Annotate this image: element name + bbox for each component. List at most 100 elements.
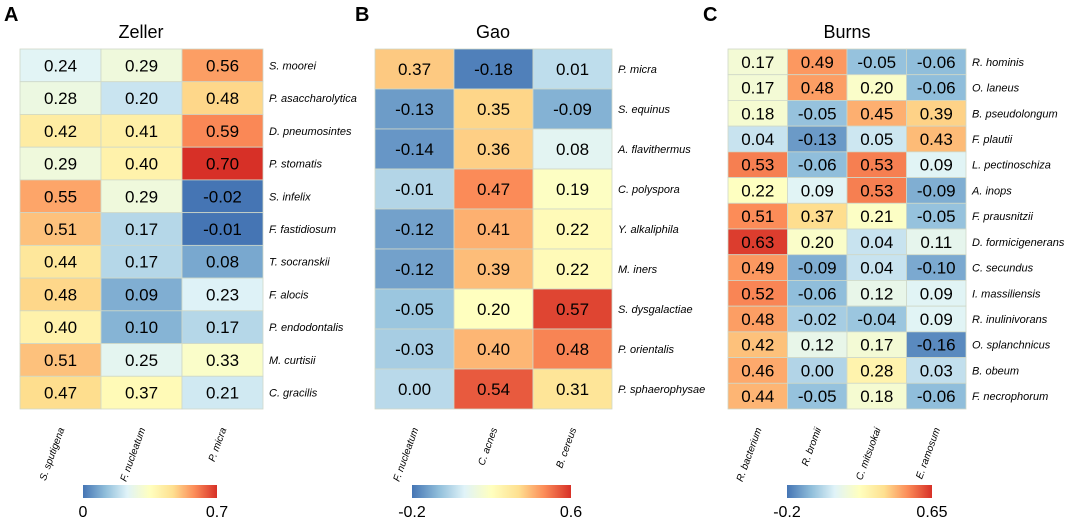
cell-value-label: 0.53 xyxy=(860,181,893,200)
cell-value-label: -0.09 xyxy=(553,100,592,119)
cell-value-label: 0.09 xyxy=(125,285,158,304)
cell-value-label: 0.49 xyxy=(741,259,774,278)
cell-value-label: 0.17 xyxy=(125,253,158,272)
cell-value-label: 0.00 xyxy=(801,361,834,380)
cell-value-label: 0.35 xyxy=(477,100,510,119)
cell-value-label: 0.22 xyxy=(556,260,589,279)
colorbar xyxy=(787,485,932,498)
row-label: F. fastidiosum xyxy=(269,224,336,236)
heatmap-cell xyxy=(19,277,102,312)
heatmap-cell xyxy=(374,368,455,410)
heatmap-cell xyxy=(787,74,848,101)
cell-value-label: -0.02 xyxy=(798,310,837,329)
heatmap-cell xyxy=(453,288,534,330)
heatmap-cell xyxy=(374,248,455,290)
row-label: O. splanchnicus xyxy=(972,340,1051,352)
cell-value-label: 0.24 xyxy=(44,56,77,75)
cell-value-label: 0.70 xyxy=(206,155,239,174)
heatmap-cell xyxy=(19,48,102,83)
cell-value-label: 0.53 xyxy=(741,156,774,175)
cell-value-label: -0.18 xyxy=(474,60,513,79)
cell-value-label: 0.29 xyxy=(44,155,77,174)
row-label: A. inops xyxy=(971,185,1012,197)
heatmap-cell xyxy=(374,168,455,210)
cell-value-label: -0.05 xyxy=(917,207,956,226)
cell-value-label: 0.40 xyxy=(44,318,77,337)
row-label: I. massiliensis xyxy=(972,288,1041,300)
heatmap-cell xyxy=(846,305,907,333)
column-label: R. bromii xyxy=(800,426,824,468)
column-label: E. ramosum xyxy=(914,426,943,480)
cell-value-label: 0.20 xyxy=(860,79,893,98)
cell-value-label: 0.51 xyxy=(44,351,77,370)
heatmap-cell xyxy=(787,151,848,178)
cell-value-label: 0.23 xyxy=(206,285,239,304)
cell-value-label: 0.49 xyxy=(801,53,834,72)
cell-value-label: 0.40 xyxy=(125,155,158,174)
heatmap-cell xyxy=(906,357,967,384)
row-label: P. endodontalis xyxy=(269,322,344,334)
heatmap-cell xyxy=(19,375,102,410)
row-label: R. inulinivorans xyxy=(972,314,1048,326)
heatmap-cell xyxy=(532,128,613,170)
heatmap-cell xyxy=(727,382,788,410)
heatmap-cell xyxy=(532,288,613,330)
heatmap-cell xyxy=(100,179,183,214)
row-label: F. necrophorum xyxy=(972,391,1048,403)
heatmap-cell xyxy=(846,331,907,358)
cell-value-label: 0.29 xyxy=(125,56,158,75)
heatmap-cell xyxy=(787,280,848,307)
heatmap-cell xyxy=(906,48,967,76)
heatmap-cell xyxy=(846,280,907,307)
heatmap-cell xyxy=(906,74,967,101)
cell-value-label: 0.47 xyxy=(44,384,77,403)
panel-c: C Burns 0.17 0.49 -0.05 -0.06 R. hominis 0.17 0.… xyxy=(703,4,1065,519)
heatmap-cell xyxy=(453,248,534,290)
heatmap-cell xyxy=(181,244,264,279)
heatmap-cell xyxy=(727,151,788,178)
heatmap-cell xyxy=(453,368,534,410)
heatmap-cell xyxy=(906,305,967,333)
cell-value-label: 0.04 xyxy=(741,130,774,149)
row-label: S. infelix xyxy=(269,191,311,203)
panel-letter: C xyxy=(703,4,717,26)
heatmap-cell xyxy=(787,305,848,333)
heatmap-cell xyxy=(846,125,907,153)
row-label: P. orientalis xyxy=(618,344,675,356)
cell-value-label: 0.04 xyxy=(860,233,893,252)
row-label: D. formicigenerans xyxy=(972,237,1065,249)
cell-value-label: 0.28 xyxy=(44,89,77,108)
cell-value-label: 0.09 xyxy=(920,284,953,303)
cell-value-label: -0.10 xyxy=(917,259,956,278)
cell-value-label: 0.51 xyxy=(741,207,774,226)
cell-value-label: -0.06 xyxy=(917,387,956,406)
heatmap-cell xyxy=(787,177,848,204)
heatmap-cell xyxy=(181,310,264,344)
panel-title: Zeller xyxy=(118,22,163,42)
cell-value-label: 0.20 xyxy=(801,233,834,252)
panel-a: A Zeller 0.24 0.29 0.56 S. moorei 0.28 0.20 0.48… xyxy=(4,4,357,519)
heatmap-cell xyxy=(906,100,967,127)
cell-value-label: 0.53 xyxy=(860,156,893,175)
heatmap-cell xyxy=(532,368,613,410)
heatmap-cell xyxy=(181,146,264,181)
cell-value-label: -0.05 xyxy=(798,104,837,123)
cell-value-label: -0.01 xyxy=(203,220,242,239)
heatmap-cell xyxy=(846,202,907,230)
cell-value-label: 0.48 xyxy=(556,340,589,359)
cell-value-label: -0.04 xyxy=(857,310,896,329)
panel-letter: B xyxy=(355,4,369,26)
row-label: Y. alkaliphila xyxy=(618,224,679,236)
cell-value-label: -0.06 xyxy=(798,284,837,303)
row-label: S. equinus xyxy=(618,104,670,116)
cell-value-label: 0.37 xyxy=(801,207,834,226)
heatmap-cell xyxy=(906,280,967,307)
cell-value-label: 0.40 xyxy=(477,340,510,359)
row-label: A. flavithermus xyxy=(617,144,691,156)
cell-value-label: 0.52 xyxy=(741,284,774,303)
heatmap-cell xyxy=(181,212,264,246)
cell-value-label: 0.04 xyxy=(860,259,893,278)
heatmap-cell xyxy=(181,277,264,312)
cell-value-label: 0.20 xyxy=(477,300,510,319)
